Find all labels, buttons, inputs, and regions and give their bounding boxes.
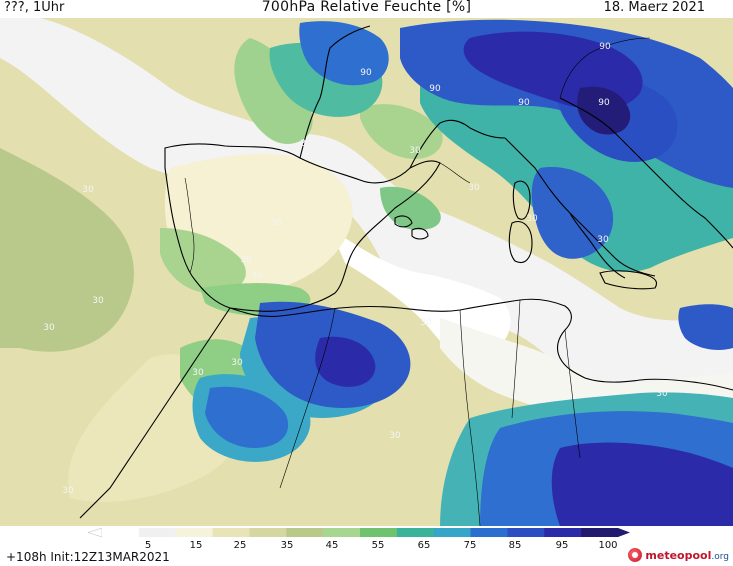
contour-label: 30 [420, 318, 432, 328]
contour-label: 30 [468, 183, 480, 193]
contour-label: 30 [251, 271, 263, 281]
colorbar-swatch [433, 528, 472, 537]
contour-label: 30 [192, 368, 204, 378]
header-bar: ???, 1Uhr 700hPa Relative Feuchte [%] 18… [0, 0, 733, 18]
map-canvas: 90 90 90 90 90 30 30 30 30 30 30 30 30 30 30 30 30 30 30 30… [0, 18, 733, 526]
humidity-map: 90 90 90 90 90 30 30 30 30 30 30 30 30 30 30 30 30 30 30 30… [0, 18, 733, 526]
contour-label: 30 [62, 486, 74, 496]
contour-label: 30 [526, 214, 538, 224]
colorbar-tick-label: 45 [325, 540, 339, 551]
colorbar-tick-label: 55 [371, 540, 385, 551]
navy-core-algeria [315, 336, 376, 387]
colorbar-tick-label: 75 [463, 540, 477, 551]
colorbar-swatch [360, 528, 398, 537]
borders [184, 37, 651, 526]
green-zone-atlantic [0, 148, 134, 352]
colorbar-swatch [249, 528, 287, 537]
colorbar-tick-label: 15 [189, 540, 203, 551]
contour-label: 30 [270, 218, 282, 228]
brand-name: meteopool.org [645, 549, 729, 562]
contour-label: 90 [599, 42, 611, 52]
navy-core-libya [551, 442, 733, 526]
colorbar-swatch [470, 528, 508, 537]
colorbar-labels: 5 15 25 35 45 55 65 75 85 95 100 [0, 540, 733, 554]
contour-label: 90 [360, 68, 372, 78]
blue-zone-sahara [205, 386, 289, 448]
contour-label: 30 [409, 146, 421, 156]
contour-label: 30 [43, 323, 55, 333]
brand-name-text: meteopool [645, 548, 712, 562]
contour-label: 90 [518, 98, 530, 108]
colorbar-swatch [581, 528, 619, 537]
valid-day-label: ???, 1Uhr [4, 0, 65, 15]
blue-zone-france [299, 21, 389, 86]
valid-date: 18. Maerz 2021 [603, 0, 705, 15]
blue-zone-ionian [678, 304, 733, 350]
colorbar-swatch [212, 528, 250, 537]
colorbar-swatch [544, 528, 582, 537]
colorbar-tick-label: 95 [555, 540, 569, 551]
green-zone-alps [360, 104, 443, 159]
colorbar-swatch [175, 528, 214, 537]
colorbar-tick-label: 35 [280, 540, 294, 551]
contour-label: 90 [598, 98, 610, 108]
green-zone-iberia-west [160, 228, 246, 293]
brand-domain: .org [711, 551, 729, 562]
coastlines [79, 25, 733, 519]
contour-label: 30 [231, 358, 243, 368]
colorbar-swatch [138, 528, 177, 537]
colorbar-swatch [323, 528, 361, 537]
map-title: 700hPa Relative Feuchte [%] [261, 0, 472, 15]
colorbar-tick-label: 100 [598, 540, 618, 551]
legend [0, 526, 733, 566]
contour-label: 30 [389, 431, 401, 441]
colorbar-tick-label: 5 [144, 540, 152, 551]
colorbar-tick-label: 65 [417, 540, 431, 551]
colorbar-tick-label: 25 [233, 540, 247, 551]
colorbar-swatch [507, 528, 545, 537]
meteopool-logo-icon [628, 548, 643, 562]
colorbar-swatch [396, 528, 435, 537]
contour-label: 90 [429, 84, 441, 94]
colorbar [87, 527, 630, 538]
contour-label: 30 [656, 389, 668, 399]
contour-labels: 90 90 90 90 90 30 30 30 30 30 30 30 30 30 30 30 30 30 30 30… [43, 42, 668, 496]
colorbar-swatch [102, 528, 140, 537]
run-info: +108h Init:12Z13MAR2021 [6, 550, 170, 564]
colorbar-arrow-right [618, 528, 630, 537]
colorbar-tick-label: 85 [508, 540, 522, 551]
contour-label: 30 [82, 185, 94, 195]
dry-zone-mediterranean [330, 228, 511, 359]
colorbar-arrow-left [87, 527, 103, 538]
brand-logo[interactable]: meteopool.org [628, 546, 729, 564]
contour-label: 30 [92, 296, 104, 306]
colorbar-swatch [286, 528, 324, 537]
navy-core-adriatic [577, 86, 631, 135]
contour-label: 30 [300, 139, 312, 149]
green-zone-france [234, 38, 313, 144]
contour-label: 30 [240, 255, 252, 265]
contour-label: 30 [597, 235, 609, 245]
